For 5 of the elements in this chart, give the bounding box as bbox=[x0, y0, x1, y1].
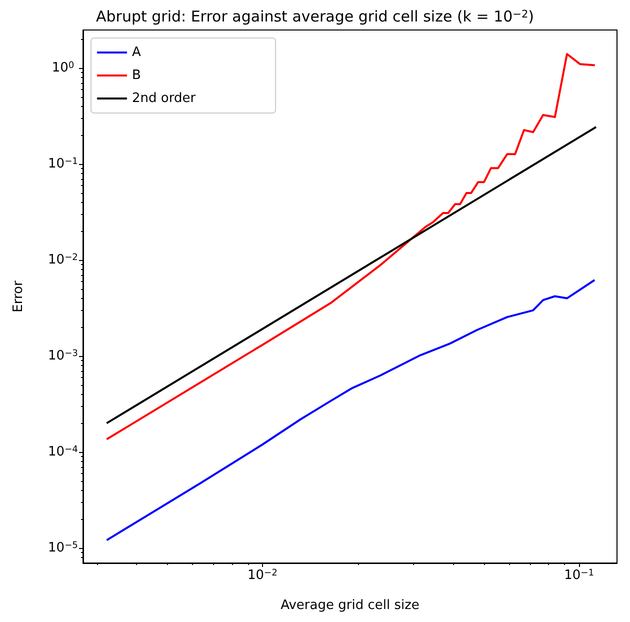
legend-label: A bbox=[132, 45, 141, 60]
y-axis-title: Error bbox=[11, 280, 26, 312]
legend-label: B bbox=[132, 68, 141, 83]
legend-label: 2nd order bbox=[132, 91, 196, 106]
x-axis-title: Average grid cell size bbox=[280, 598, 420, 613]
